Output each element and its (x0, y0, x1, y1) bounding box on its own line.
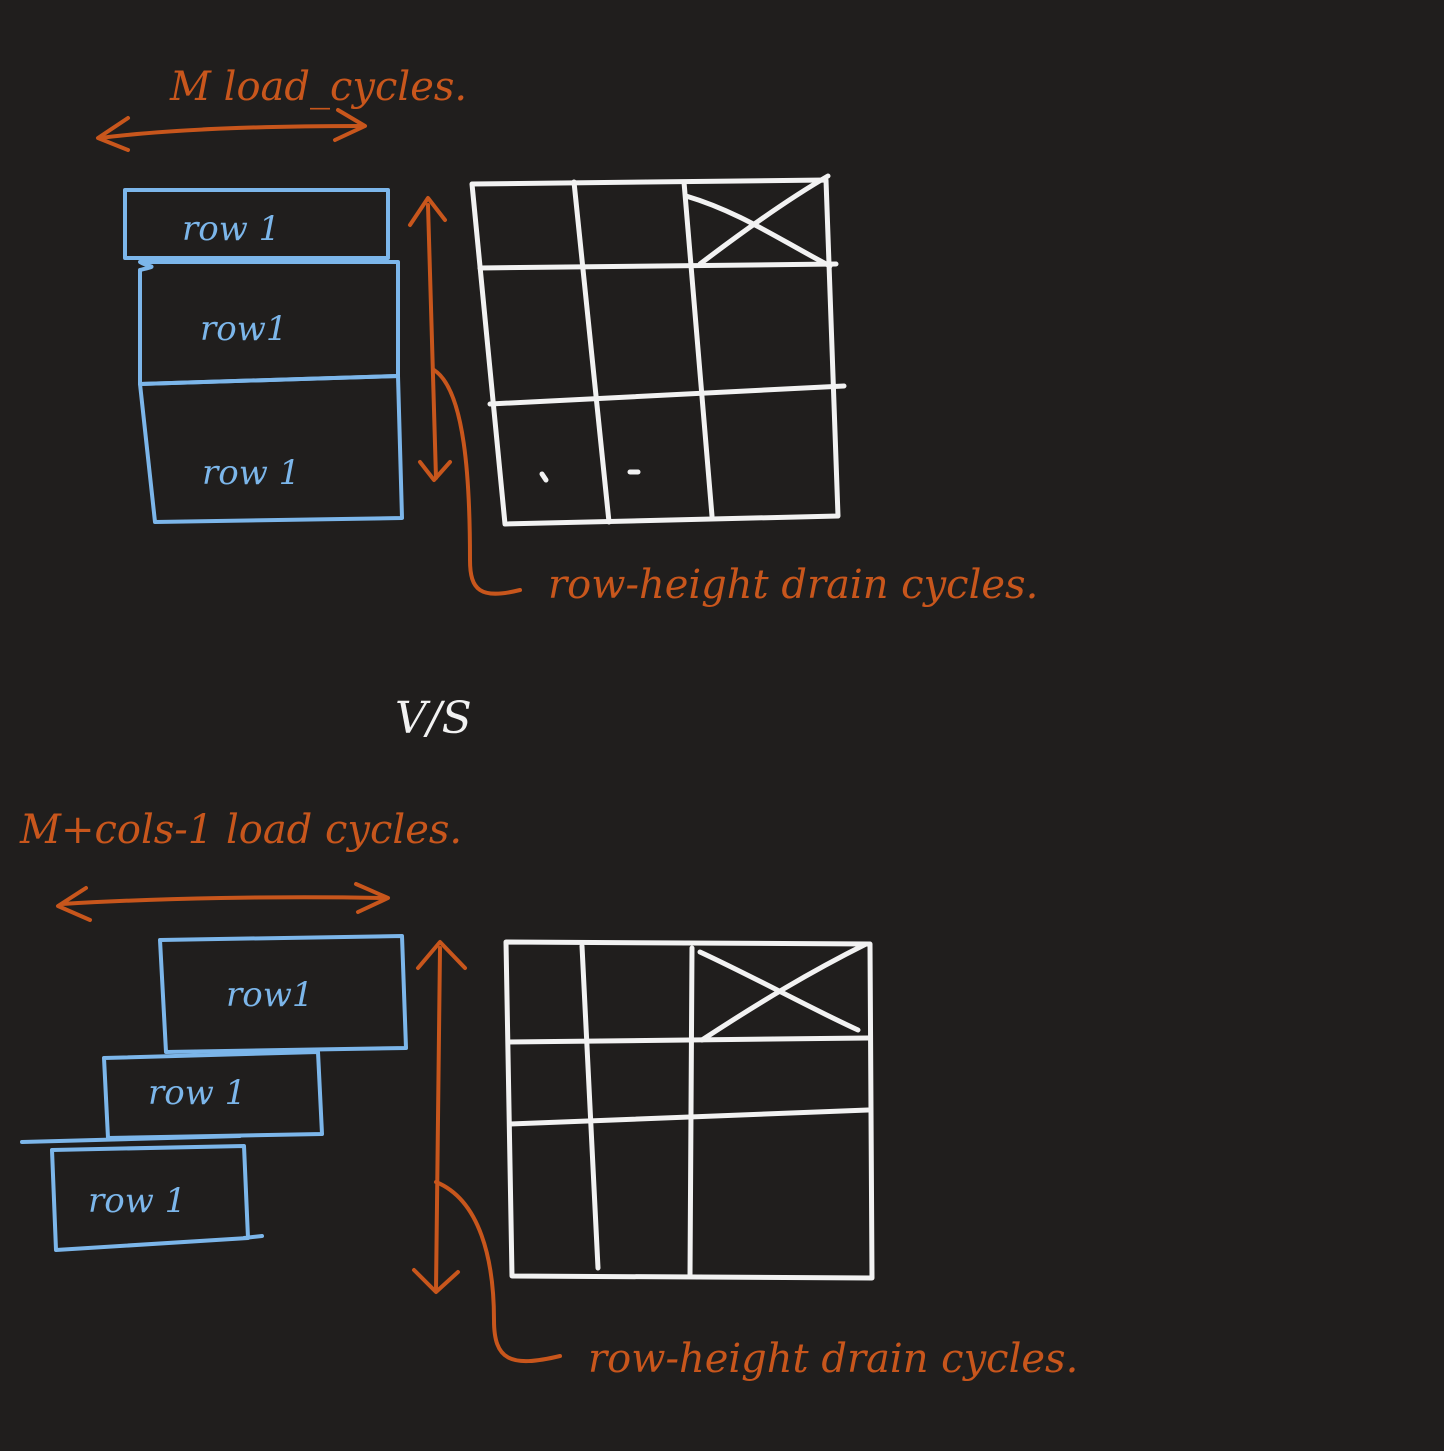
bottom-row-label-2: row 1 (148, 1073, 246, 1113)
bottom-drain-arrow (412, 940, 562, 1364)
bottom-row-label-1: row1 (226, 975, 313, 1015)
top-row-label-1: row 1 (182, 209, 280, 249)
top-load-arrow (96, 108, 367, 152)
top-grid-cross-1 (683, 193, 833, 269)
top-row-label-3: row 1 (202, 453, 300, 493)
top-drain-cycles-label: row-height drain cycles. (548, 562, 1038, 608)
bottom-grid-cross-2 (699, 941, 869, 1043)
bottom-row-stack (20, 934, 408, 1252)
bottom-load-arrow (56, 882, 390, 922)
top-grid-vline-1 (571, 179, 612, 525)
bottom-row-block-3 (20, 1134, 264, 1252)
bottom-row-label-3: row 1 (88, 1181, 186, 1221)
bottom-drain-cycles-label: row-height drain cycles. (588, 1336, 1078, 1382)
top-drain-arrow (408, 196, 522, 596)
bottom-grid-hline-1 (505, 1035, 871, 1045)
top-grid-hline-1 (477, 261, 839, 271)
top-diagram: M load_cycles. row 1 row1 row 1 (96, 64, 1038, 608)
bottom-load-cycles-label: M+cols-1 load cycles. (19, 807, 462, 853)
bottom-row-block-1 (158, 934, 408, 1054)
top-row-block-1 (123, 188, 390, 260)
top-grid-dot-1 (539, 471, 549, 483)
versus-label: V/S (395, 693, 472, 744)
bottom-grid-cross-1 (697, 949, 861, 1033)
bottom-grid (503, 939, 875, 1281)
top-row-stack (123, 188, 404, 524)
top-row-label-2: row1 (200, 309, 287, 349)
bottom-grid-vline-1 (579, 943, 601, 1271)
bottom-grid-vline-2 (687, 945, 695, 1279)
top-grid-border (469, 177, 841, 527)
top-row-block-3 (138, 374, 404, 524)
bottom-diagram: M+cols-1 load cycles. row1 row 1 row 1 (19, 807, 1078, 1382)
bottom-row-block-2 (102, 1050, 324, 1140)
top-grid (469, 173, 847, 527)
bottom-grid-border (503, 939, 875, 1281)
top-load-cycles-label: M load_cycles. (169, 64, 467, 110)
top-grid-hline-2 (487, 383, 847, 407)
top-grid-cross-2 (697, 173, 831, 267)
top-grid-vline-2 (681, 179, 715, 519)
